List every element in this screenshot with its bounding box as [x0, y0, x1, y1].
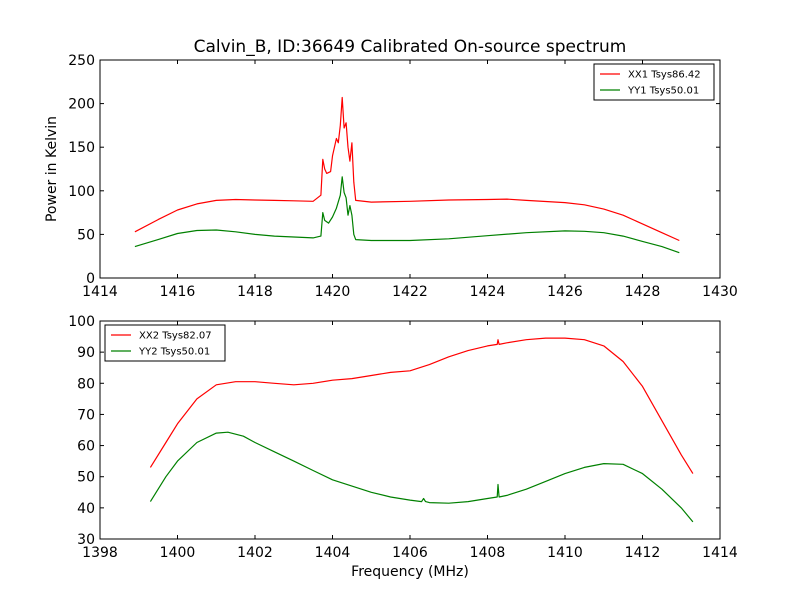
x-tick-label: 1418 [237, 284, 273, 300]
x-tick-label: 1428 [625, 284, 661, 300]
series-line-yy2 [149, 431, 694, 523]
legend-entry-label: XX2 Tsys82.07 [139, 331, 212, 342]
y-tick-label: 200 [68, 97, 95, 113]
top-y-axis-label: Power in Kelvin [44, 116, 60, 222]
x-tick-label: 1420 [315, 284, 351, 300]
x-tick-label: 1426 [547, 284, 583, 300]
x-tick-label: 1404 [315, 545, 351, 561]
x-tick-label: 1416 [160, 284, 196, 300]
legend-box [593, 63, 715, 101]
y-tick-label: 90 [77, 345, 95, 361]
x-tick-label: 1424 [470, 284, 506, 300]
y-tick-label: 250 [68, 53, 95, 69]
x-tick-label: 1412 [625, 545, 661, 561]
series-line-xx2 [149, 337, 694, 474]
series-line-yy1 [134, 176, 680, 254]
x-tick-label: 1406 [392, 545, 428, 561]
y-tick-label: 50 [77, 227, 95, 243]
y-tick-label: 30 [77, 532, 95, 548]
y-tick-label: 100 [68, 184, 95, 200]
y-tick-label: 0 [86, 271, 95, 287]
x-tick-label: 1430 [702, 284, 738, 300]
y-tick-label: 50 [77, 470, 95, 486]
x-tick-label: 1402 [237, 545, 273, 561]
top-plot-panel: 1414 1416 1418 1420 1422 1424 1426 1428 1430 0 50 1… [68, 53, 738, 300]
bottom-plot-panel: 1398 1400 1402 1404 1406 1408 1410 1412 1414 30 40… [68, 314, 738, 561]
x-tick-label: 1410 [547, 545, 583, 561]
y-tick-label: 60 [77, 439, 95, 455]
legend: XX1 Tsys86.42 YY1 Tsys50.01 [593, 63, 715, 101]
legend-entry-label: YY1 Tsys50.01 [627, 86, 699, 97]
legend-box [104, 324, 226, 362]
y-tick-label: 40 [77, 501, 95, 517]
y-tick-label: 100 [68, 314, 95, 330]
x-tick-label: 1398 [82, 545, 118, 561]
x-tick-label: 1422 [392, 284, 428, 300]
legend-entry-label: YY2 Tsys50.01 [138, 347, 210, 358]
x-tick-label: 1414 [702, 545, 738, 561]
y-tick-label: 150 [68, 140, 95, 156]
legend: XX2 Tsys82.07 YY2 Tsys50.01 [104, 324, 226, 362]
y-tick-label: 70 [77, 407, 95, 423]
bottom-x-axis-label: Frequency (MHz) [351, 564, 469, 580]
x-tick-label: 1414 [82, 284, 118, 300]
y-tick-label: 80 [77, 376, 95, 392]
x-tick-label: 1408 [470, 545, 506, 561]
x-tick-label: 1400 [160, 545, 196, 561]
chart-title: Calvin_B, ID:36649 Calibrated On-source … [194, 37, 627, 57]
legend-entry-label: XX1 Tsys86.42 [628, 70, 701, 81]
series-line-xx1 [134, 96, 680, 242]
